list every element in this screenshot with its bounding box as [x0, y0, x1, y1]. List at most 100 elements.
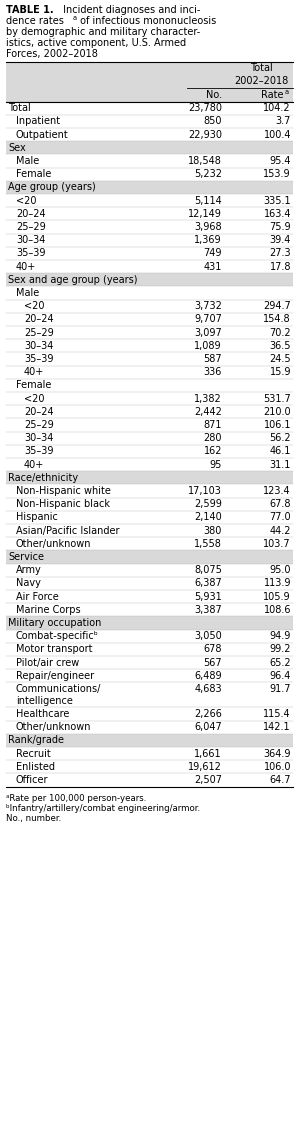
Text: 25–29: 25–29	[24, 420, 54, 430]
Text: 39.4: 39.4	[270, 235, 291, 245]
Text: 18,548: 18,548	[188, 156, 222, 166]
Text: 94.9: 94.9	[270, 631, 291, 641]
Text: Male: Male	[16, 288, 39, 298]
Bar	[6, 273, 293, 287]
Text: 104.2: 104.2	[263, 103, 291, 113]
Text: Age group (years): Age group (years)	[8, 182, 96, 192]
Text: dence rates: dence rates	[6, 16, 64, 26]
Text: 162: 162	[204, 446, 222, 456]
Text: 3.7: 3.7	[276, 116, 291, 126]
Text: 567: 567	[203, 657, 222, 667]
Text: 103.7: 103.7	[263, 539, 291, 549]
Text: Forces, 2002–2018: Forces, 2002–2018	[6, 49, 98, 59]
Text: 115.4: 115.4	[263, 709, 291, 719]
Text: Total: Total	[8, 103, 31, 113]
Text: 163.4: 163.4	[263, 209, 291, 219]
Text: 96.4: 96.4	[270, 671, 291, 681]
Text: 105.9: 105.9	[263, 592, 291, 602]
Text: 142.1: 142.1	[263, 723, 291, 733]
Text: Repair/engineer: Repair/engineer	[16, 671, 94, 681]
Bar	[6, 471, 293, 484]
Text: ᵇInfantry/artillery/combat engineering/armor.: ᵇInfantry/artillery/combat engineering/a…	[6, 804, 200, 813]
Text: 91.7: 91.7	[269, 684, 291, 694]
Text: 3,968: 3,968	[194, 222, 222, 231]
Text: Other/unknown: Other/unknown	[16, 539, 91, 549]
Text: 294.7: 294.7	[263, 301, 291, 312]
Text: 24.5: 24.5	[269, 353, 291, 364]
Text: 154.8: 154.8	[263, 314, 291, 324]
Text: 65.2: 65.2	[269, 657, 291, 667]
Text: 106.0: 106.0	[263, 762, 291, 772]
Text: 364.9: 364.9	[263, 749, 291, 759]
Text: Air Force: Air Force	[16, 592, 59, 602]
Text: 6,489: 6,489	[194, 671, 222, 681]
Text: 8,075: 8,075	[194, 566, 222, 575]
Text: 108.6: 108.6	[263, 605, 291, 614]
Text: 100.4: 100.4	[263, 130, 291, 140]
Text: Service: Service	[8, 552, 44, 562]
Text: 3,387: 3,387	[194, 605, 222, 614]
Text: 64.7: 64.7	[269, 774, 291, 785]
Text: 123.4: 123.4	[263, 485, 291, 496]
Text: a: a	[285, 89, 289, 95]
Text: 77.0: 77.0	[269, 513, 291, 523]
Text: 4,683: 4,683	[194, 684, 222, 694]
Bar	[6, 551, 293, 563]
Text: Total: Total	[250, 63, 273, 73]
Text: <20: <20	[24, 301, 45, 312]
Text: Enlisted: Enlisted	[16, 762, 55, 772]
Text: 22,930: 22,930	[188, 130, 222, 140]
Text: 2,140: 2,140	[194, 513, 222, 523]
Text: 20–24: 20–24	[16, 209, 46, 219]
Text: Outpatient: Outpatient	[16, 130, 69, 140]
Text: No.: No.	[206, 90, 222, 99]
Text: 9,707: 9,707	[194, 314, 222, 324]
Text: 1,382: 1,382	[194, 394, 222, 403]
Text: Female: Female	[16, 169, 51, 180]
Text: 2,266: 2,266	[194, 709, 222, 719]
Text: 25–29: 25–29	[24, 327, 54, 338]
Text: 1,089: 1,089	[194, 341, 222, 351]
Text: Inpatient: Inpatient	[16, 116, 60, 126]
Text: Navy: Navy	[16, 578, 41, 588]
Text: 35–39: 35–39	[24, 446, 54, 456]
Text: intelligence: intelligence	[16, 697, 73, 707]
Text: 95: 95	[210, 460, 222, 470]
Text: 3,050: 3,050	[194, 631, 222, 641]
Text: 380: 380	[204, 525, 222, 535]
Text: 40+: 40+	[24, 460, 44, 470]
Text: 587: 587	[203, 353, 222, 364]
Text: 30–34: 30–34	[24, 341, 54, 351]
Text: 678: 678	[204, 645, 222, 655]
Bar	[6, 734, 293, 747]
Text: Army: Army	[16, 566, 42, 575]
Text: istics, active component, U.S. Armed: istics, active component, U.S. Armed	[6, 38, 186, 49]
Text: 210.0: 210.0	[263, 406, 291, 417]
Text: 871: 871	[204, 420, 222, 430]
Text: Asian/Pacific Islander: Asian/Pacific Islander	[16, 525, 120, 535]
Text: 99.2: 99.2	[269, 645, 291, 655]
Text: 2002–2018: 2002–2018	[234, 76, 289, 86]
Text: Marine Corps: Marine Corps	[16, 605, 81, 614]
Text: Female: Female	[16, 380, 51, 391]
Text: 17,103: 17,103	[188, 485, 222, 496]
Text: 31.1: 31.1	[270, 460, 291, 470]
Text: 3,097: 3,097	[194, 327, 222, 338]
Text: Military occupation: Military occupation	[8, 618, 101, 628]
Text: 5,232: 5,232	[194, 169, 222, 180]
Bar	[6, 141, 293, 155]
Text: <20: <20	[16, 195, 36, 205]
Text: 531.7: 531.7	[263, 394, 291, 403]
Text: 431: 431	[204, 262, 222, 271]
Text: Race/ethnicity: Race/ethnicity	[8, 473, 78, 483]
Text: 36.5: 36.5	[269, 341, 291, 351]
Text: 1,369: 1,369	[194, 235, 222, 245]
Text: 153.9: 153.9	[263, 169, 291, 180]
Text: Motor transport: Motor transport	[16, 645, 92, 655]
Text: 12,149: 12,149	[188, 209, 222, 219]
Text: Non-Hispanic black: Non-Hispanic black	[16, 499, 110, 509]
Text: Hispanic: Hispanic	[16, 513, 58, 523]
Bar	[6, 62, 293, 88]
Text: 2,599: 2,599	[194, 499, 222, 509]
Text: 25–29: 25–29	[16, 222, 46, 231]
